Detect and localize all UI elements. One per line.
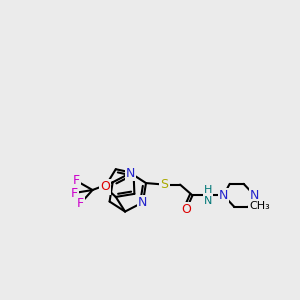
Text: S: S: [160, 178, 169, 191]
Text: F: F: [70, 187, 77, 200]
Text: N: N: [250, 189, 259, 202]
Text: N: N: [219, 189, 228, 202]
Text: O: O: [100, 180, 110, 194]
Text: CH₃: CH₃: [250, 201, 270, 211]
Text: F: F: [76, 197, 84, 210]
Text: H
N: H N: [204, 184, 212, 206]
Text: N: N: [126, 167, 135, 180]
Text: N: N: [138, 196, 148, 209]
Text: F: F: [73, 174, 80, 187]
Text: O: O: [182, 203, 191, 216]
